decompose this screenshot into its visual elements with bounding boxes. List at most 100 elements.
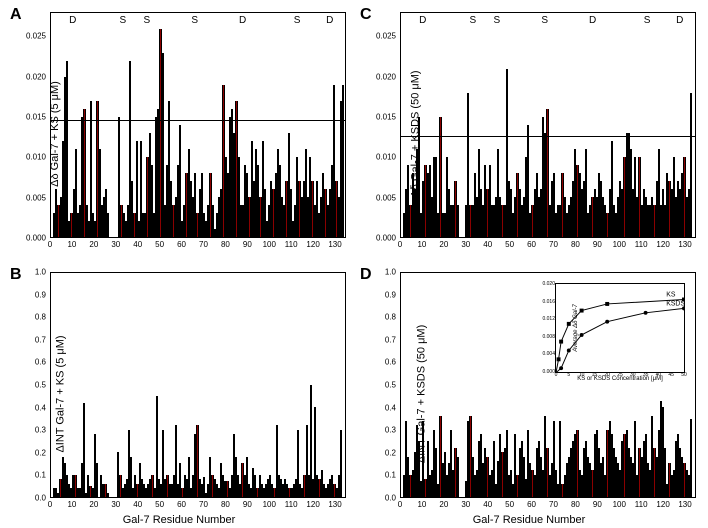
panel-label: A (10, 6, 22, 24)
threshold-line (401, 136, 695, 137)
y-ticks: 0.00.10.20.30.40.50.60.70.80.91.0 (30, 272, 48, 498)
y-tick: 1.0 (35, 268, 46, 277)
inset-marker (580, 309, 584, 313)
x-tick: 60 (177, 240, 186, 249)
x-tick: 0 (398, 500, 402, 509)
x-tick: 20 (89, 500, 98, 509)
ds-mark: S (120, 15, 127, 26)
ds-mark: D (589, 15, 596, 26)
x-tick: 90 (243, 500, 252, 509)
x-tick: 120 (656, 240, 669, 249)
y-tick: 0.020 (26, 72, 46, 81)
x-tick: 70 (549, 240, 558, 249)
x-tick: 70 (199, 240, 208, 249)
x-tick: 40 (483, 500, 492, 509)
inset-series-label: KS (666, 292, 676, 299)
x-tick: 40 (483, 240, 492, 249)
y-tick: 0.2 (35, 448, 46, 457)
y-tick: 0.3 (35, 426, 46, 435)
y-tick: 0.010 (376, 153, 396, 162)
x-tick: 90 (243, 240, 252, 249)
inset-ytick: 0.016 (542, 299, 555, 305)
x-tick: 30 (111, 240, 120, 249)
x-tick: 120 (656, 500, 669, 509)
x-tick: 50 (505, 500, 514, 509)
chart-area: DSSSDSD (50, 12, 346, 238)
x-tick: 100 (613, 240, 626, 249)
x-axis-label: Gal-7 Residue Number (123, 514, 236, 526)
y-tick: 0.2 (385, 448, 396, 457)
inset-xtick: 30 (630, 372, 636, 378)
y-tick: 0.0 (35, 494, 46, 503)
bar (340, 430, 342, 497)
x-tick: 20 (89, 240, 98, 249)
y-tick: 0.005 (26, 193, 46, 202)
y-ticks: 0.0000.0050.0100.0150.0200.025 (30, 12, 48, 238)
x-tick: 10 (417, 240, 426, 249)
x-ticks: 0102030405060708090100110120130 (50, 240, 346, 250)
y-tick: 0.005 (376, 193, 396, 202)
inset-marker (559, 366, 563, 370)
inset-ytick: 0.008 (542, 334, 555, 340)
y-tick: 0.4 (35, 403, 46, 412)
x-tick: 0 (48, 240, 52, 249)
x-tick: 20 (439, 500, 448, 509)
x-tick: 130 (678, 240, 691, 249)
y-tick: 0.0 (385, 494, 396, 503)
y-tick: 0.000 (26, 234, 46, 243)
x-tick: 40 (133, 240, 142, 249)
inset-marker (644, 311, 648, 315)
x-tick: 20 (439, 240, 448, 249)
x-tick: 0 (48, 500, 52, 509)
x-tick: 90 (593, 500, 602, 509)
inset-xtick: 35 (643, 372, 649, 378)
x-tick: 80 (221, 500, 230, 509)
y-tick: 0.015 (376, 112, 396, 121)
bar (342, 85, 344, 237)
y-tick: 0.8 (385, 313, 396, 322)
y-tick: 0.6 (385, 358, 396, 367)
x-tick: 60 (527, 240, 536, 249)
bar (83, 403, 85, 497)
ds-mark: S (493, 15, 500, 26)
x-tick: 10 (417, 500, 426, 509)
x-tick: 80 (221, 240, 230, 249)
inset-xtick: 40 (656, 372, 662, 378)
inset-marker (580, 333, 584, 337)
y-tick: 0.4 (385, 403, 396, 412)
inset-xtick: 25 (617, 372, 623, 378)
panel-A: AΔδ Gal-7 + KS (5 μM)0.0000.0050.0100.01… (4, 4, 354, 264)
bar (457, 205, 459, 237)
y-tick: 0.7 (385, 335, 396, 344)
x-tick: 120 (306, 500, 319, 509)
x-tick: 30 (461, 240, 470, 249)
ds-mark: S (191, 15, 198, 26)
y-tick: 0.015 (26, 112, 46, 121)
inset-ytick: 0.020 (542, 281, 555, 287)
ds-marks: DSSSDSD (401, 15, 695, 27)
y-tick: 0.1 (35, 471, 46, 480)
ds-mark: D (676, 15, 683, 26)
chart-area: DSSSDSD (400, 12, 696, 238)
x-tick: 10 (67, 240, 76, 249)
x-tick: 50 (155, 500, 164, 509)
chart-area (50, 272, 346, 498)
bars-container (51, 13, 345, 237)
y-tick: 0.025 (376, 32, 396, 41)
y-tick: 0.1 (385, 471, 396, 480)
inset-ytick: 0.012 (542, 316, 555, 322)
y-tick: 1.0 (385, 268, 396, 277)
bar (457, 457, 459, 497)
bar (107, 213, 109, 237)
inset-marker (567, 322, 571, 326)
bar (690, 419, 692, 497)
x-tick: 70 (549, 500, 558, 509)
x-tick: 90 (593, 240, 602, 249)
inset-series-label: KSDS (666, 300, 684, 307)
inset-marker (605, 302, 609, 306)
y-tick: 0.5 (35, 381, 46, 390)
x-tick: 100 (263, 500, 276, 509)
y-ticks: 0.00.10.20.30.40.50.60.70.80.91.0 (380, 272, 398, 498)
chart-area: Average Δδ Gal-7KS or KSDS Concentration… (400, 272, 696, 498)
bar (107, 493, 109, 497)
